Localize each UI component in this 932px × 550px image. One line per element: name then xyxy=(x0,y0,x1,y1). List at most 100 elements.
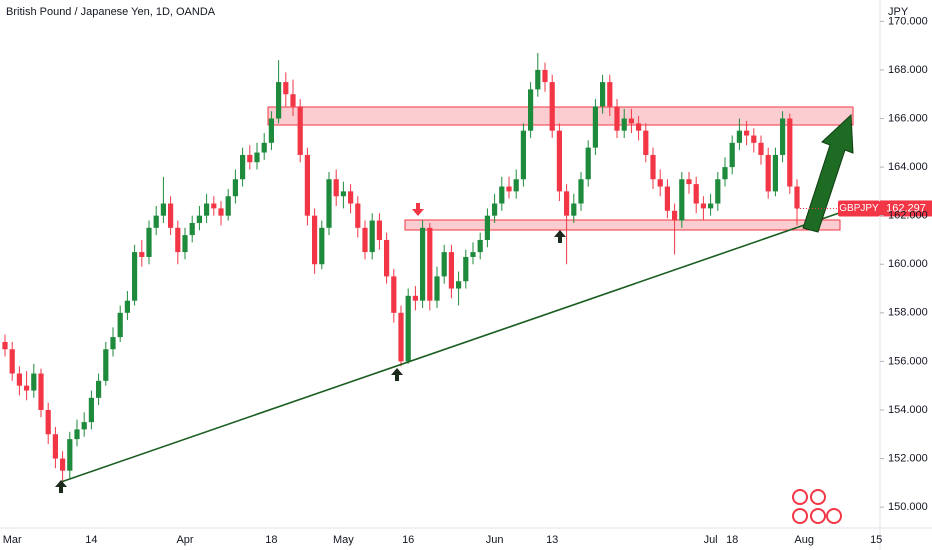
candle-body xyxy=(67,439,73,471)
candle-body xyxy=(729,142,735,168)
candle-body xyxy=(225,196,231,216)
candles xyxy=(2,52,800,483)
candle-body xyxy=(196,215,202,223)
candle-body xyxy=(110,337,116,350)
candle-body xyxy=(391,276,397,313)
candle-body xyxy=(420,227,426,301)
x-tick-label: May xyxy=(333,534,354,546)
x-tick-label: 18 xyxy=(265,534,277,546)
candle-body xyxy=(592,106,598,148)
candle-body xyxy=(722,167,728,180)
candle-body xyxy=(211,203,217,209)
candle-body xyxy=(247,154,253,163)
candle-body xyxy=(88,397,94,423)
candle-body xyxy=(398,312,404,362)
symbol-label: GBPJPY xyxy=(839,203,879,214)
candle-body xyxy=(326,179,332,228)
candle-body xyxy=(427,227,433,301)
candle-body xyxy=(772,154,778,192)
annotations xyxy=(55,113,854,493)
candle-body xyxy=(74,429,80,440)
candle-body xyxy=(16,373,22,386)
logo xyxy=(810,508,826,524)
candle-body xyxy=(520,130,526,180)
y-tick-label: 150.000 xyxy=(888,501,928,513)
candle-body xyxy=(621,118,627,131)
up-arrow xyxy=(55,480,67,493)
logo xyxy=(810,489,826,505)
candle-body xyxy=(38,373,44,410)
candle-body xyxy=(528,89,534,131)
candle-body xyxy=(297,106,303,155)
candle-body xyxy=(650,154,656,180)
x-tick-label: Aug xyxy=(794,534,814,546)
support-zone xyxy=(404,219,841,231)
candle-body xyxy=(664,186,670,211)
candle-body xyxy=(103,349,109,381)
y-tick-label: 168.000 xyxy=(888,64,928,76)
candle-body xyxy=(657,179,663,187)
candle-body xyxy=(744,130,750,136)
candle-body xyxy=(96,380,102,398)
candle-body xyxy=(477,239,483,253)
candle-body xyxy=(542,69,548,83)
candle-body xyxy=(340,191,346,197)
candle-body xyxy=(124,300,130,313)
projection-arrow xyxy=(802,113,854,233)
candle-body xyxy=(240,154,246,180)
chart-title: British Pound / Japanese Yen, 1D, OANDA xyxy=(6,6,216,18)
candle-body xyxy=(355,203,361,228)
candle-body xyxy=(24,385,30,391)
trend-line xyxy=(60,211,843,483)
candle-body xyxy=(600,82,606,107)
candle-body xyxy=(168,203,174,228)
candle-body xyxy=(384,239,390,277)
candle-body xyxy=(2,341,8,350)
candle-body xyxy=(499,186,505,204)
x-tick-label: 15 xyxy=(870,534,882,546)
candle-body xyxy=(189,222,195,236)
candle-body xyxy=(434,276,440,301)
currency-label: JPY xyxy=(888,6,909,18)
candle-body xyxy=(607,82,613,107)
candle-body xyxy=(535,69,541,90)
candle-body xyxy=(585,147,591,180)
x-tick-label: 14 xyxy=(85,534,97,546)
candle-body xyxy=(787,118,793,187)
candle-body xyxy=(679,179,685,221)
y-tick-label: 152.000 xyxy=(888,452,928,464)
x-tick-label: 13 xyxy=(546,534,558,546)
resistance-zone xyxy=(267,106,854,126)
candle-body xyxy=(636,123,642,131)
candle-body xyxy=(348,191,354,204)
y-tick-label: 164.000 xyxy=(888,161,928,173)
candle-body xyxy=(715,179,721,204)
price-tag: GBPJPY 162.297 xyxy=(797,200,932,217)
y-tick-label: 154.000 xyxy=(888,404,928,416)
candle-body xyxy=(333,179,339,197)
candle-body xyxy=(448,252,454,289)
candle-body xyxy=(441,252,447,277)
candle-body xyxy=(139,252,145,257)
candle-body xyxy=(643,130,649,155)
candle-body xyxy=(708,203,714,209)
candle-body xyxy=(261,142,267,153)
candle-body xyxy=(132,252,138,301)
candle-body xyxy=(700,203,706,209)
candle-body xyxy=(182,235,188,253)
candle-body xyxy=(312,215,318,265)
up-arrow xyxy=(391,368,403,381)
logo xyxy=(792,508,808,524)
candle-body xyxy=(672,210,678,221)
candle-body xyxy=(564,191,570,216)
candle-body xyxy=(571,203,577,216)
candle-body xyxy=(614,106,620,131)
logo xyxy=(826,508,842,524)
candle-body xyxy=(736,130,742,143)
candle-body xyxy=(765,154,771,192)
down-arrow xyxy=(412,203,424,216)
candle-body xyxy=(484,215,490,240)
candle-body xyxy=(117,312,123,338)
candle-body xyxy=(693,184,699,204)
